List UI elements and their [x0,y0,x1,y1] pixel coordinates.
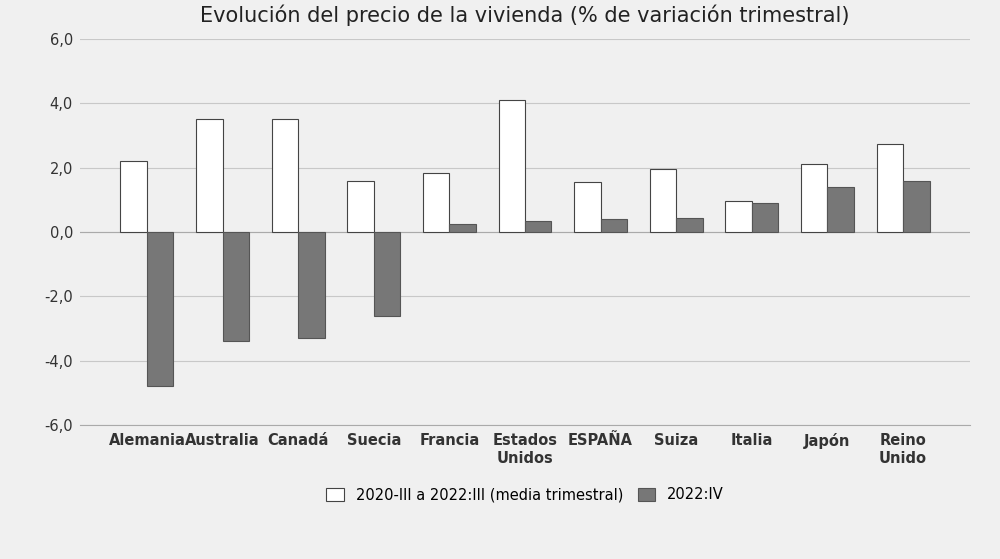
Bar [196,120,223,232]
Bar [801,164,827,232]
Title: Evolución del precio de la vivienda (% de variación trimestral): Evolución del precio de la vivienda (% d… [200,5,850,26]
Bar [272,120,298,232]
Bar [449,224,476,232]
Bar [525,221,551,232]
Bar [601,219,627,232]
Bar [347,181,374,232]
Bar [827,187,854,232]
Bar [877,144,903,232]
Bar [752,203,778,232]
Bar [374,232,400,315]
Bar [650,169,676,232]
Bar [499,100,525,232]
Bar [223,232,249,341]
Legend: 2020-III a 2022:III (media trimestral), 2022:IV: 2020-III a 2022:III (media trimestral), … [326,487,724,503]
Bar [120,161,147,232]
Bar [903,181,930,232]
Bar [574,182,601,232]
Bar [298,232,325,338]
Bar [725,201,752,232]
Bar [676,217,703,232]
Bar [147,232,173,386]
Bar [423,173,449,232]
